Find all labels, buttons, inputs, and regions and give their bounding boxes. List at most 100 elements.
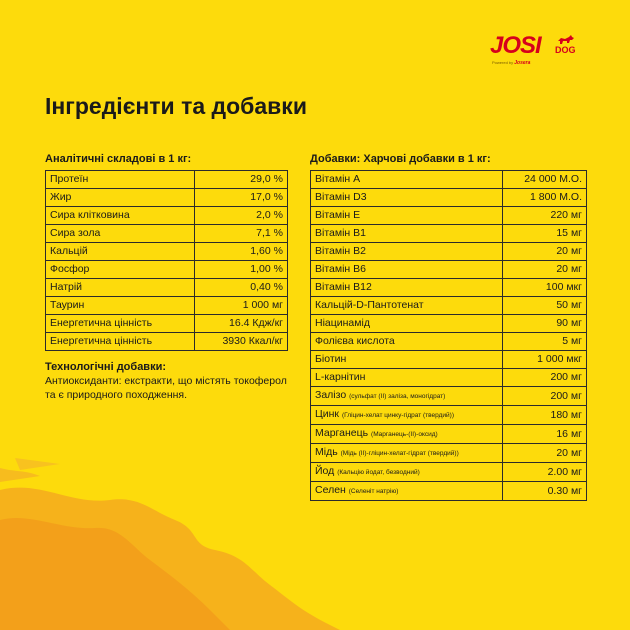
table-row: Цинк (Гліцин-хелат цинку-гідрат (твердий… bbox=[309, 405, 587, 425]
table-row: Біотин 1 000 мкг bbox=[309, 350, 587, 369]
ingredient-value: 16 мг bbox=[502, 424, 587, 444]
ingredient-name: Вітамін B1 bbox=[315, 227, 366, 239]
ingredient-value: 1,00 % bbox=[193, 260, 289, 279]
ingredient-value: 20 мг bbox=[502, 242, 587, 261]
ingredient-name: Мідь bbox=[315, 446, 338, 458]
ingredient-name-cell: Вітамін B12 bbox=[309, 278, 504, 297]
ingredient-name: Вітамін B6 bbox=[315, 263, 366, 275]
logo-suffix: DOG bbox=[555, 45, 576, 55]
table-row: Фосфор 1,00 % bbox=[45, 260, 289, 279]
ingredient-value: 7,1 % bbox=[193, 224, 289, 243]
table-row: Марганець (Марганець-(II)-оксид) 16 мг bbox=[309, 424, 587, 444]
ingredient-value: 3930 Ккал/кг bbox=[193, 332, 289, 351]
ingredient-value: 1,60 % bbox=[193, 242, 289, 261]
ingredient-name-cell: Натрій bbox=[45, 278, 195, 297]
table-row: Вітамін B2 20 мг bbox=[309, 242, 587, 261]
table-row: Фолієва кислота 5 мг bbox=[309, 332, 587, 351]
ingredient-name-cell: Фолієва кислота bbox=[309, 332, 504, 351]
ingredient-name-cell: Марганець (Марганець-(II)-оксид) bbox=[309, 424, 504, 444]
ingredient-name: Вітамін B12 bbox=[315, 281, 372, 293]
ingredient-name-cell: Таурин bbox=[45, 296, 195, 315]
ingredient-name: Фолієва кислота bbox=[315, 335, 395, 347]
ingredient-name-cell: Фосфор bbox=[45, 260, 195, 279]
ingredient-name: Селен bbox=[315, 484, 346, 496]
ingredient-name: Фосфор bbox=[50, 263, 90, 275]
table-row: Кальцій-D-Пантотенат 50 мг bbox=[309, 296, 587, 315]
table-row: Вітамін B12 100 мкг bbox=[309, 278, 587, 297]
ingredient-name: Кальцій bbox=[50, 245, 88, 257]
ingredient-value: 50 мг bbox=[502, 296, 587, 315]
ingredient-name-cell: L-карнітин bbox=[309, 368, 504, 387]
dog-silhouette-icon bbox=[558, 35, 574, 44]
table-row: Вітамін B1 15 мг bbox=[309, 224, 587, 243]
table-row: Кальцій 1,60 % bbox=[45, 242, 289, 261]
ingredient-name-cell: Вітамін Е bbox=[309, 206, 504, 225]
ingredient-name: Енергетична цінність bbox=[50, 335, 153, 347]
ingredient-name: Біотин bbox=[315, 353, 347, 365]
ingredient-name-cell: Залізо (сульфат (II) заліза, моногідрат) bbox=[309, 386, 504, 406]
technological-heading: Технологічні добавки: bbox=[45, 361, 166, 373]
ingredient-note: (Гліцин-хелат цинку-гідрат (твердий)) bbox=[341, 412, 454, 419]
table-row: Таурин 1 000 мг bbox=[45, 296, 289, 315]
ingredient-name: Марганець bbox=[315, 427, 369, 439]
ingredient-name-cell: Протеїн bbox=[45, 170, 195, 189]
ingredient-note: (сульфат (II) заліза, моногідрат) bbox=[349, 393, 446, 400]
ingredient-name: Кальцій-D-Пантотенат bbox=[315, 299, 424, 311]
ingredient-value: 1 800 М.О. bbox=[502, 188, 587, 207]
ingredient-value: 0,40 % bbox=[193, 278, 289, 297]
ingredient-name-cell: Енергетична цінність bbox=[45, 314, 195, 333]
ingredient-name: Йод bbox=[315, 465, 335, 477]
table-row: L-карнітин 200 мг bbox=[309, 368, 587, 387]
ingredient-name-cell: Кальцій bbox=[45, 242, 195, 261]
ingredient-name: Вітамін B2 bbox=[315, 245, 366, 257]
table-row: Мідь (Мідь (II)-гліцин-хелат-гідрат (тве… bbox=[309, 443, 587, 463]
analytical-table: Протеїн 29,0 % Жир 17,0 % Сира клітковина 2,0… bbox=[45, 170, 289, 351]
ingredient-value: 24 000 М.О. bbox=[502, 170, 587, 189]
josidog-logo: JOSI DOG Powered by Josera bbox=[490, 34, 590, 70]
ingredient-note: (Мідь (II)-гліцин-хелат-гідрат (твердий)… bbox=[340, 450, 459, 457]
ingredient-name-cell: Біотин bbox=[309, 350, 504, 369]
ingredient-name-cell: Вітамін B2 bbox=[309, 242, 504, 261]
ingredient-value: 200 мг bbox=[502, 368, 587, 387]
ingredient-value: 180 мг bbox=[502, 405, 587, 425]
ingredient-name: Протеїн bbox=[50, 173, 89, 185]
ingredient-value: 100 мкг bbox=[502, 278, 587, 297]
technological-text: Антиоксиданти: екстракти, що містять ток… bbox=[45, 375, 287, 401]
paint-splash-decoration bbox=[0, 458, 340, 630]
ingredient-name: Таурин bbox=[50, 299, 85, 311]
table-row: Сира зола 7,1 % bbox=[45, 224, 289, 243]
ingredient-name-cell: Йод (Кальцію йодат, безводний) bbox=[309, 462, 504, 482]
ingredient-value: 0.30 мг bbox=[502, 481, 587, 501]
ingredient-name-cell: Жир bbox=[45, 188, 195, 207]
ingredient-name-cell: Вітамін B6 bbox=[309, 260, 504, 279]
table-row: Селен (Селеніт натрію) 0.30 мг bbox=[309, 481, 587, 501]
table-row: Вітамін Е 220 мг bbox=[309, 206, 587, 225]
ingredient-value: 20 мг bbox=[502, 260, 587, 279]
additives-heading: Добавки: Харчові добавки в 1 кг: bbox=[310, 153, 491, 165]
ingredient-value: 200 мг bbox=[502, 386, 587, 406]
ingredient-name-cell: Вітамін B1 bbox=[309, 224, 504, 243]
analytical-heading: Аналітичні складові в 1 кг: bbox=[45, 153, 192, 165]
ingredient-name-cell: Ніацинамід bbox=[309, 314, 504, 333]
ingredient-name: Сира клітковина bbox=[50, 209, 130, 221]
ingredient-name: Вітамін А bbox=[315, 173, 361, 185]
ingredient-name-cell: Селен (Селеніт натрію) bbox=[309, 481, 504, 501]
ingredient-name: Ніацинамід bbox=[315, 317, 370, 329]
ingredient-note: (Марганець-(II)-оксид) bbox=[371, 431, 438, 438]
logo-brand: JOSI bbox=[490, 32, 542, 59]
ingredient-name-cell: Енергетична цінність bbox=[45, 332, 195, 351]
ingredient-name-cell: Вітамін А bbox=[309, 170, 504, 189]
ingredient-name: Натрій bbox=[50, 281, 83, 293]
table-row: Жир 17,0 % bbox=[45, 188, 289, 207]
ingredient-name: Вітамін Е bbox=[315, 209, 361, 221]
logo-tagline: Powered by Josera bbox=[492, 60, 531, 66]
ingredient-value: 1 000 мкг bbox=[502, 350, 587, 369]
table-row: Сира клітковина 2,0 % bbox=[45, 206, 289, 225]
table-row: Енергетична цінність 16.4 Кдж/кг bbox=[45, 314, 289, 333]
ingredient-name: Вітамін D3 bbox=[315, 191, 367, 203]
ingredient-value: 220 мг bbox=[502, 206, 587, 225]
table-row: Натрій 0,40 % bbox=[45, 278, 289, 297]
ingredient-name-cell: Кальцій-D-Пантотенат bbox=[309, 296, 504, 315]
table-row: Вітамін А 24 000 М.О. bbox=[309, 170, 587, 189]
ingredient-value: 2,0 % bbox=[193, 206, 289, 225]
